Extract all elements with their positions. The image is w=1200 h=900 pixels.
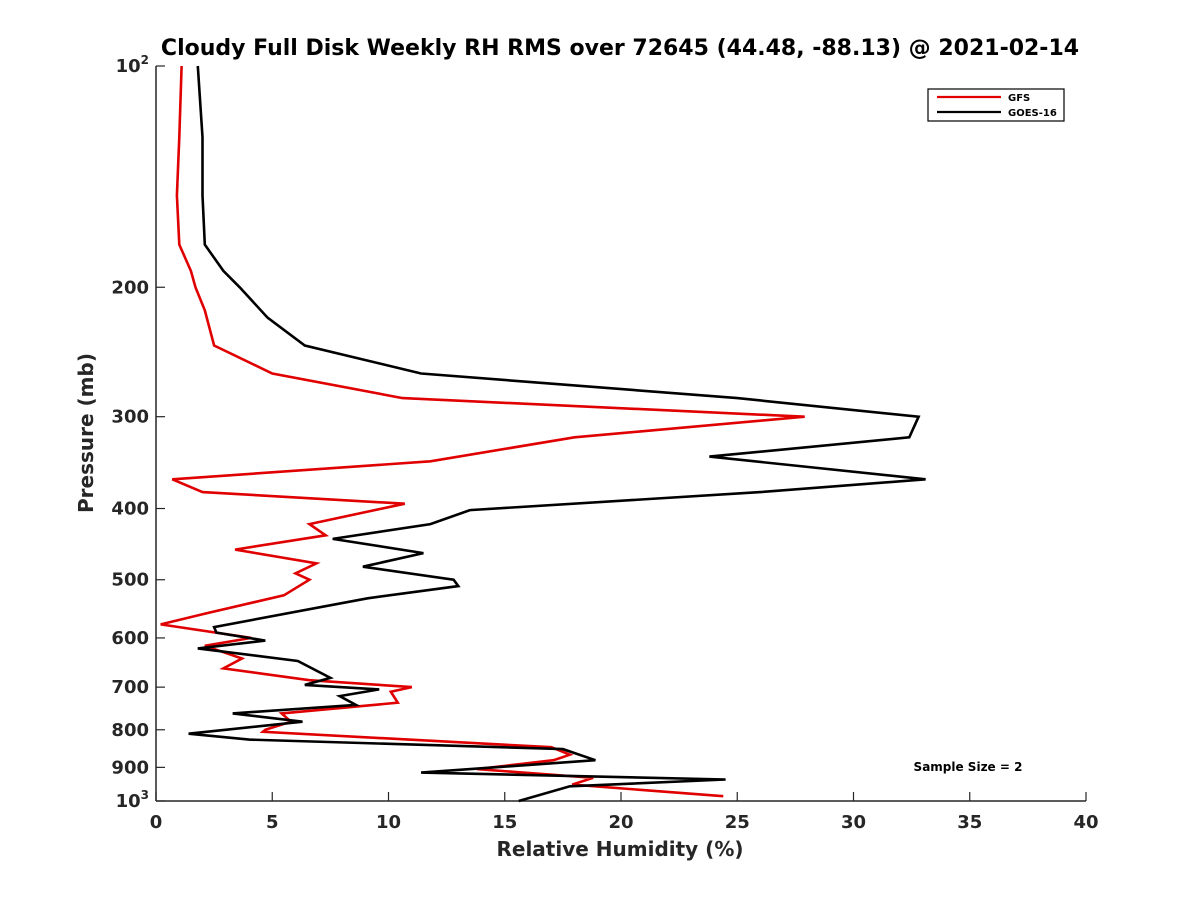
y-axis-label: Pressure (mb) — [74, 353, 98, 513]
x-axis-label: Relative Humidity (%) — [496, 837, 743, 861]
y-tick-label: 300 — [111, 407, 149, 428]
y-tick-label: 102 — [116, 53, 149, 77]
chart-title: Cloudy Full Disk Weekly RH RMS over 7264… — [161, 36, 1079, 61]
series-line-gfs — [160, 65, 805, 798]
y-tick-label: 900 — [111, 757, 149, 778]
x-tick-label: 40 — [1073, 812, 1098, 833]
x-tick-label: 25 — [725, 812, 750, 833]
y-tick-label: 200 — [111, 277, 149, 298]
y-tick-label: 500 — [111, 570, 149, 591]
x-ticks: 0 5 10 15 20 25 30 35 40 — [150, 792, 1099, 833]
legend: GFS GOES-16 — [927, 88, 1065, 122]
legend-label-gfs: GFS — [1008, 93, 1030, 104]
sample-size-annotation: Sample Size = 2 — [914, 760, 1023, 774]
series-line-goes16 — [188, 65, 926, 803]
x-tick-label: 5 — [266, 812, 279, 833]
x-tick-label: 0 — [150, 812, 163, 833]
x-tick-label: 35 — [957, 812, 982, 833]
plot-area: 0 5 10 15 20 25 30 35 40 102 200 300 400 500 600 700 80… — [111, 53, 1098, 833]
y-tick-label: 103 — [116, 788, 149, 812]
y-tick-label: 800 — [111, 720, 149, 741]
legend-label-goes16: GOES-16 — [1008, 108, 1057, 119]
legend-box — [927, 88, 1065, 122]
series-lines — [160, 65, 926, 803]
y-tick-label: 400 — [111, 499, 149, 520]
x-tick-label: 10 — [376, 812, 401, 833]
y-tick-label: 700 — [111, 677, 149, 698]
x-tick-label: 15 — [492, 812, 517, 833]
y-ticks: 102 200 300 400 500 600 700 800 900 103 — [111, 53, 165, 812]
x-tick-label: 30 — [841, 812, 866, 833]
x-tick-label: 20 — [608, 812, 633, 833]
y-tick-label: 600 — [111, 628, 149, 649]
